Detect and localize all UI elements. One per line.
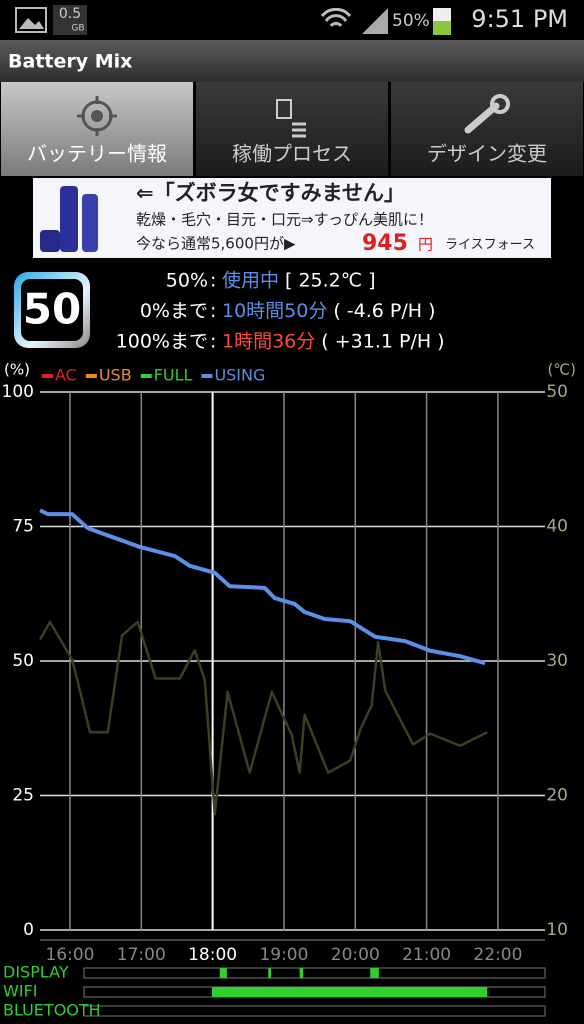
y-tick-label: 25 — [12, 786, 34, 806]
ad-image — [40, 230, 60, 252]
y2-tick-label: 10 — [546, 920, 568, 940]
summary-value: 1時間36分 — [222, 331, 315, 353]
activity-segment — [219, 968, 227, 978]
storage-unit: GB — [71, 24, 84, 34]
activity-segment — [211, 987, 488, 997]
tab-icon — [77, 96, 117, 136]
x-tick-label: 21:00 — [402, 945, 451, 965]
legend-label: USB — [99, 366, 132, 385]
ad-text: 円 — [418, 236, 433, 254]
badge-value: 50 — [23, 285, 81, 334]
tab-icon — [276, 99, 292, 119]
y-tick-label: 0 — [23, 920, 34, 940]
signal-icon — [362, 8, 388, 34]
legend-label: FULL — [154, 366, 193, 385]
x-tick-label: 22:00 — [473, 945, 522, 965]
y2-axis-label: (℃) — [547, 361, 576, 379]
y-tick-label: 100 — [2, 382, 34, 402]
tab-label: デザイン変更 — [427, 142, 547, 166]
x-tick-label: 19:00 — [259, 945, 308, 965]
ad-price: 945 — [362, 231, 408, 256]
y2-tick-label: 20 — [546, 786, 568, 806]
ad-image — [82, 194, 98, 252]
ad-brand: ライスフォース — [445, 238, 535, 253]
activity-segment — [370, 968, 379, 978]
summary: 50%: 使用中 [ 25.2℃ ] 0%まで:10時間50分 ( -4.6 P/H )… — [116, 270, 445, 353]
tab-icon — [490, 94, 510, 114]
ad-headline: ⇐「ズボラ女ですみません」 — [136, 181, 405, 205]
tab-label: 稼働プロセス — [232, 142, 352, 166]
summary-detail: ( -4.6 P/H ) — [333, 300, 435, 322]
ad-banner[interactable] — [33, 178, 551, 258]
summary-value: 10時間50分 — [222, 300, 327, 322]
ad-text: 今なら通常5,600円が▶ — [136, 235, 296, 253]
y-tick-label: 50 — [12, 651, 34, 671]
y2-tick-label: 30 — [546, 651, 568, 671]
separator: : — [210, 270, 216, 292]
storage: 0.5 — [59, 6, 81, 22]
wifi-icon — [320, 7, 352, 28]
clock: 9:51 PM — [471, 5, 568, 33]
x-tick-label: 16:00 — [45, 945, 94, 965]
summary-label: 50% — [166, 270, 208, 292]
ad-text: 乾燥・毛穴・目元・口元⇒すっぴん美肌に！ — [136, 211, 433, 229]
x-tick-label: 20:00 — [331, 945, 380, 965]
data-line — [38, 620, 488, 816]
legend-label: AC — [55, 366, 77, 385]
status-bar — [0, 0, 584, 40]
gallery-icon-shape — [19, 18, 44, 29]
summary-value: 使用中 — [222, 270, 279, 292]
tab-label: バッテリー情報 — [27, 142, 167, 166]
title-bar — [0, 40, 584, 82]
legend-label: USING — [214, 366, 265, 385]
activity-track — [83, 1005, 546, 1017]
summary-label: 100%まで — [116, 331, 208, 353]
summary-detail: [ 25.2℃ ] — [285, 270, 376, 292]
battery-percent: 50% — [392, 11, 430, 31]
summary-label: 0%まで — [140, 300, 208, 322]
tab-icon — [91, 110, 103, 122]
activity-label: WIFI — [3, 982, 37, 1001]
activity-segment — [268, 968, 272, 978]
activity-segment — [299, 968, 304, 978]
ad-image — [60, 186, 78, 252]
activity-track — [83, 967, 546, 979]
separator: : — [210, 331, 216, 353]
activity-label: DISPLAY — [3, 963, 69, 982]
tab-icon — [292, 122, 306, 138]
app-title: Battery Mix — [8, 51, 132, 73]
y2-tick-label: 40 — [546, 517, 568, 537]
x-tick-label: 18:00 — [188, 945, 237, 965]
storage-icon — [53, 5, 87, 35]
summary-detail: ( +31.1 P/H ) — [321, 331, 444, 353]
chart: (%) (℃) 0 25 50 75 100 10 20 30 40 50 16:00 17:00 18:0… — [2, 361, 576, 1020]
y-axis-label: (%) — [4, 361, 30, 379]
gallery-icon — [15, 7, 47, 33]
x-tick-label: 17:00 — [117, 945, 166, 965]
y2-tick-label: 50 — [546, 382, 568, 402]
battery-level — [433, 21, 451, 35]
badge-inner — [21, 279, 83, 341]
tab[interactable] — [391, 82, 583, 176]
data-line — [39, 508, 486, 666]
activity-label: BLUETOOTH — [3, 1001, 101, 1020]
y-tick-label: 75 — [12, 517, 34, 537]
separator: : — [210, 300, 216, 322]
tab-icon — [464, 102, 500, 134]
